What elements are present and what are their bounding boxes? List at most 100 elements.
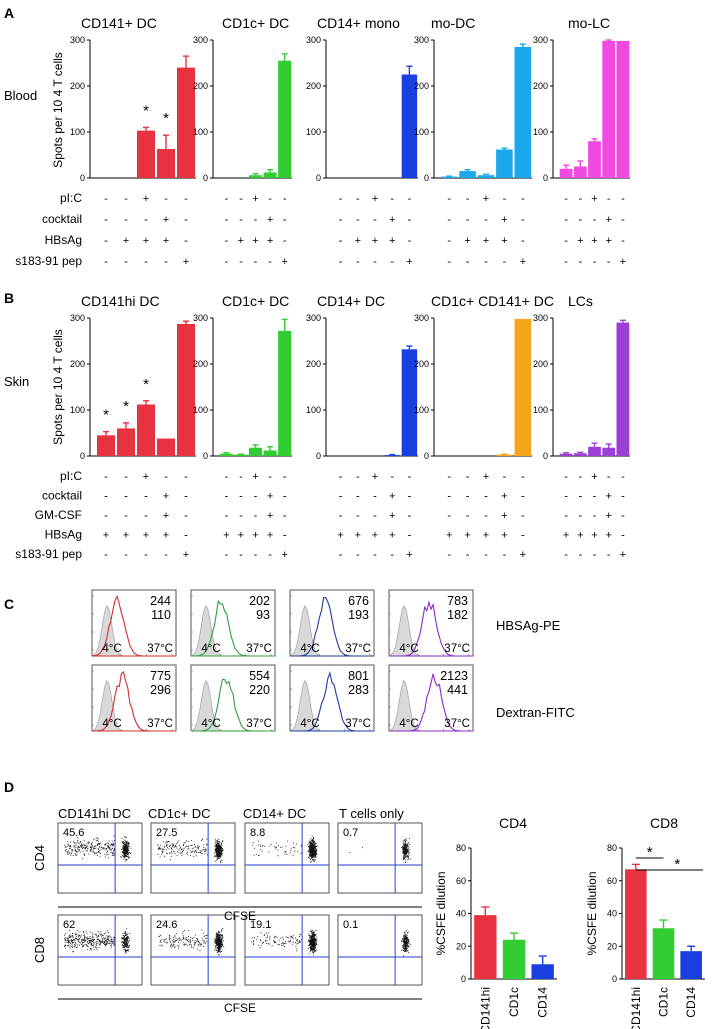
condition-symbol: + <box>143 193 149 205</box>
condition-symbol: - <box>124 510 128 522</box>
temp-4c-label: 4°C <box>201 718 220 730</box>
condition-symbol: + <box>267 510 273 522</box>
condition-symbol: + <box>483 471 489 483</box>
condition-symbol: - <box>124 491 128 503</box>
bar <box>602 447 616 456</box>
dividing-percentage: 0.7 <box>343 827 358 839</box>
mfi-37c-value: 775 <box>150 669 171 683</box>
dot-plot-1-cd4: 45.6 <box>57 822 143 894</box>
bar <box>625 869 647 979</box>
condition-symbol: - <box>224 235 228 247</box>
dividing-percentage: 19.1 <box>250 919 271 931</box>
bar <box>588 446 601 456</box>
condition-symbol: - <box>356 256 360 268</box>
condition-symbol: - <box>484 549 488 561</box>
condition-symbol: - <box>484 214 488 226</box>
condition-symbol: - <box>339 256 343 268</box>
y-tick-label: 300 <box>70 313 85 323</box>
condition-symbol: - <box>283 235 287 247</box>
mfi-4c-value: 220 <box>249 683 270 697</box>
condition-symbol: - <box>254 549 258 561</box>
bar <box>248 447 263 456</box>
temp-4c-label: 4°C <box>102 718 121 730</box>
condition-symbol: - <box>408 510 412 522</box>
y-tick-label: 300 <box>414 313 429 323</box>
y-tick-label: 200 <box>193 81 208 91</box>
condition-symbol: - <box>164 549 168 561</box>
condition-symbol: - <box>283 471 287 483</box>
condition-symbol: - <box>184 214 188 226</box>
temp-37c-label: 37°C <box>444 643 470 655</box>
condition-symbol: - <box>239 491 243 503</box>
condition-symbol: - <box>283 214 287 226</box>
condition-symbol: + <box>620 549 626 561</box>
y-tick-label: 100 <box>193 405 208 415</box>
chart-title: CD1c+ DC <box>222 15 289 31</box>
condition-symbol: - <box>503 256 507 268</box>
condition-symbol: - <box>466 549 470 561</box>
condition-symbol: - <box>144 510 148 522</box>
y-tick-label: 40 <box>607 909 617 919</box>
condition-symbol: - <box>356 549 360 561</box>
condition-label: pI:C <box>60 469 82 483</box>
y-tick-label: 100 <box>414 405 429 415</box>
condition-symbol: - <box>607 471 611 483</box>
panel_d: CD141hi DC 45.6 62 CD1c+ DC 27.5 24.6 CD14+ DC… <box>32 806 705 1029</box>
y-tick-label: 0 <box>80 173 85 183</box>
temp-4c-label: 4°C <box>399 643 418 655</box>
mfi-37c-value: 554 <box>249 669 270 683</box>
mfi-37c-value: 202 <box>249 594 270 608</box>
bar <box>616 322 630 456</box>
row-label-blood: Blood <box>4 88 37 103</box>
condition-symbol: - <box>373 549 377 561</box>
mfi-4c-value: 441 <box>447 683 468 697</box>
bar <box>219 453 233 456</box>
condition-symbol: - <box>224 491 228 503</box>
temp-4c-label: 4°C <box>300 718 319 730</box>
condition-symbol: - <box>164 471 168 483</box>
condition-symbol: + <box>238 530 244 542</box>
condition-symbol: - <box>408 491 412 503</box>
mfi-4c-value: 182 <box>447 608 468 622</box>
bar <box>514 46 532 179</box>
condition-symbol: - <box>447 491 451 503</box>
chart-title: LCs <box>568 293 593 309</box>
category-label: CD141hi <box>629 987 643 1029</box>
condition-symbol: - <box>564 491 568 503</box>
condition-symbol: + <box>501 214 507 226</box>
panel_a-chart-4: mo-DC 0 100 200 300 - - + - - - - - + - - + + + - - - - - + <box>414 15 532 268</box>
y-tick-label: 60 <box>456 876 466 886</box>
event-dots <box>251 835 318 863</box>
mfi-4c-value: 110 <box>151 608 171 622</box>
condition-label: cocktail <box>42 489 82 503</box>
bar <box>177 323 195 456</box>
condition-symbol: + <box>620 256 626 268</box>
panel-label-d: D <box>4 779 14 795</box>
condition-symbol: - <box>373 214 377 226</box>
condition-symbol: + <box>464 235 470 247</box>
condition-symbol: - <box>607 256 611 268</box>
condition-symbol: - <box>254 491 258 503</box>
condition-symbol: - <box>447 256 451 268</box>
event-dots <box>157 838 224 863</box>
condition-symbol: - <box>268 193 272 205</box>
condition-symbol: + <box>501 491 507 503</box>
dot-plot-1-cd8: 62 <box>57 914 143 986</box>
dividing-percentage: 45.6 <box>63 827 84 839</box>
condition-symbol: - <box>239 193 243 205</box>
condition-symbol: - <box>224 471 228 483</box>
condition-symbol: + <box>163 510 169 522</box>
bar <box>496 149 513 178</box>
condition-symbol: - <box>356 214 360 226</box>
bar <box>573 166 587 178</box>
condition-symbol: - <box>239 471 243 483</box>
condition-symbol: - <box>621 471 625 483</box>
condition-symbol: - <box>124 471 128 483</box>
condition-symbol: + <box>520 549 526 561</box>
condition-label: s183-91 pep <box>15 547 82 561</box>
dividing-percentage: 27.5 <box>156 827 177 839</box>
